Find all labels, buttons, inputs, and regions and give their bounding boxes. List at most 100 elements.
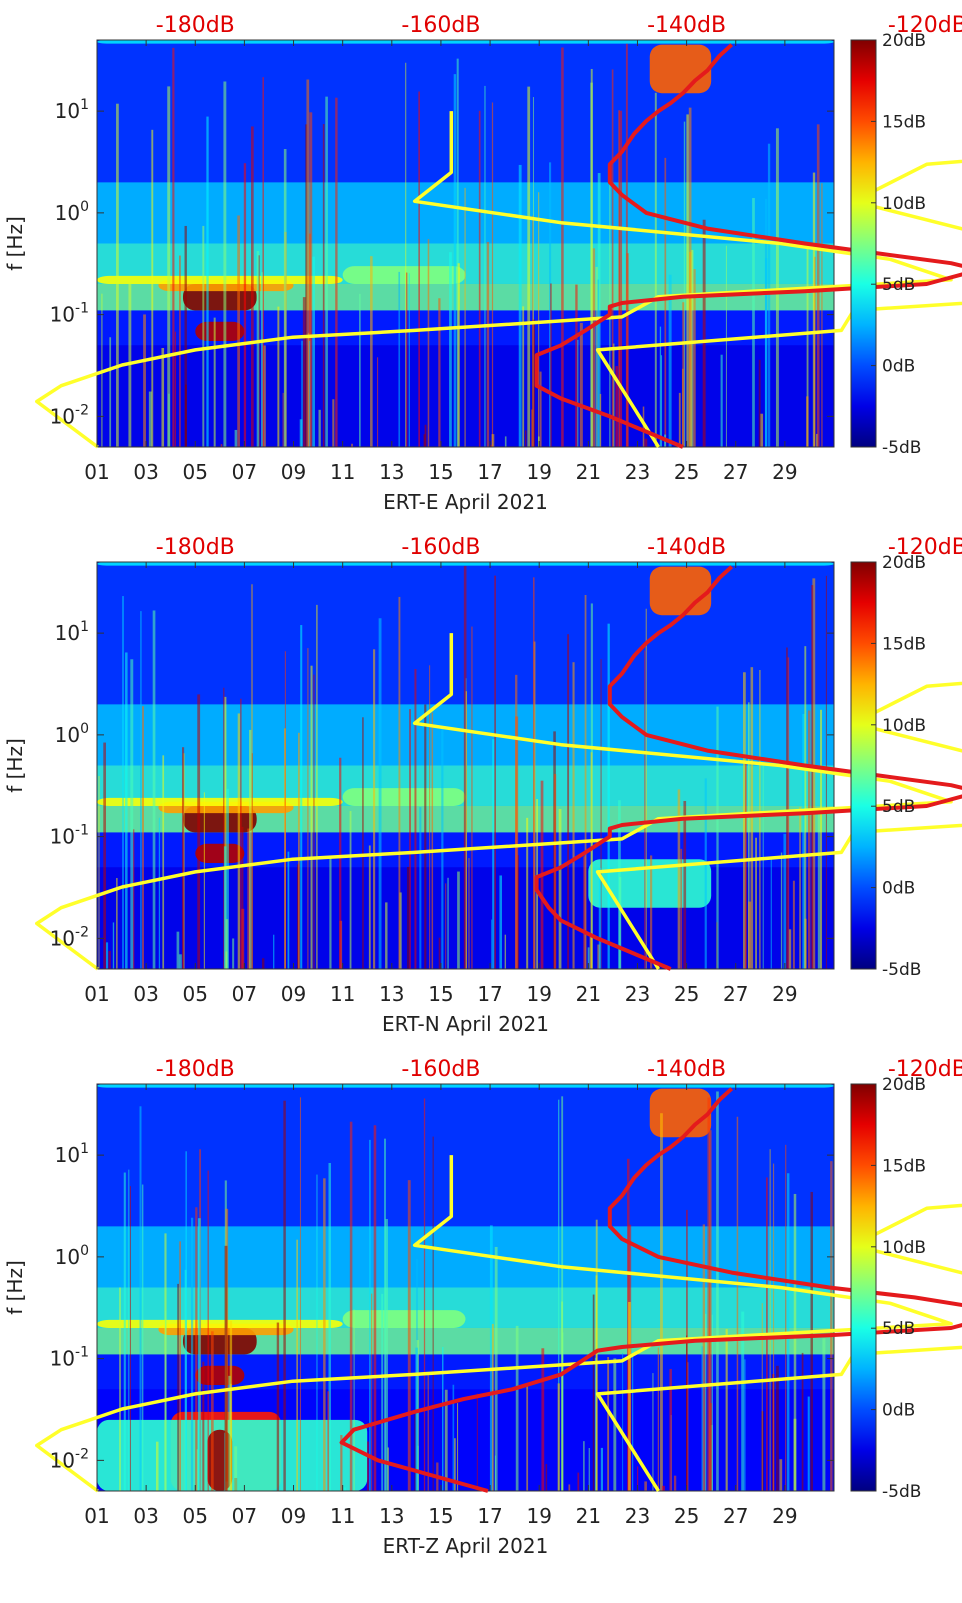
colorbar-label: -5dB <box>882 1482 921 1502</box>
y-axis-label: f [Hz] <box>3 1260 27 1315</box>
axes-frame <box>96 39 835 448</box>
top-db-label: -180dB <box>156 13 235 38</box>
top-db-label: -140dB <box>647 535 726 560</box>
x-tick-label: 07 <box>232 460 257 484</box>
noise-model-low-line <box>35 1155 953 1493</box>
x-tick-label: 03 <box>133 982 158 1006</box>
colorbar-label: 5dB <box>882 275 915 295</box>
noise-model-high-line <box>595 1203 962 1492</box>
x-tick-label: 15 <box>428 1504 453 1528</box>
x-tick-label: 11 <box>330 1504 355 1528</box>
top-db-label: -180dB <box>156 1057 235 1082</box>
top-db-label: -140dB <box>647 1057 726 1082</box>
y-tick-label: 10-2 <box>50 1446 89 1472</box>
top-db-label: -160dB <box>401 1057 480 1082</box>
y-axis-label: f [Hz] <box>3 216 27 271</box>
colorbar-label: 15dB <box>882 1156 926 1176</box>
colorbar-label: 20dB <box>882 1075 926 1095</box>
y-tick-label: 10-1 <box>50 1345 89 1371</box>
x-tick-label: 13 <box>379 1504 404 1528</box>
x-tick-label: 21 <box>576 1504 601 1528</box>
x-tick-label: 13 <box>379 460 404 484</box>
colorbar-label: 15dB <box>882 112 926 132</box>
colorbar-label: 10dB <box>882 194 926 214</box>
x-tick-label: 23 <box>625 982 650 1006</box>
x-tick-label: 01 <box>84 982 109 1006</box>
colorbar: 20dB 15dB 10dB 5dB 0dB -5dB <box>850 553 926 980</box>
noise-model-low-line <box>35 633 953 971</box>
x-axis-label: ERT-N April 2021 <box>382 1012 549 1036</box>
colorbar-label: 5dB <box>882 797 915 817</box>
colorbar-label: 0dB <box>882 1401 915 1421</box>
x-tick-label: 01 <box>84 460 109 484</box>
median-psd-line <box>339 1087 962 1493</box>
x-tick-label: 01 <box>84 1504 109 1528</box>
x-tick-label: 15 <box>428 982 453 1006</box>
panel-3: 01 03 05 07 09 11 13 15 17 19 21 23 25 27 29 10-2 10-1 10… <box>3 1057 962 1558</box>
x-tick-label: 23 <box>625 460 650 484</box>
x-tick-label: 07 <box>232 1504 257 1528</box>
spectrogram-image <box>97 1084 834 1491</box>
noise-model-high-line <box>595 681 962 970</box>
x-axis-label: ERT-E April 2021 <box>383 490 548 514</box>
panel-1: 01 03 05 07 09 11 13 15 17 19 21 23 25 27 29 10-2 10-1 10… <box>3 13 962 514</box>
x-tick-label: 15 <box>428 460 453 484</box>
x-tick-label: 27 <box>723 982 748 1006</box>
top-db-label: -160dB <box>401 535 480 560</box>
colorbar-label: -5dB <box>882 960 921 980</box>
x-tick-label: 29 <box>772 1504 797 1528</box>
top-db-label: -120dB <box>888 13 962 38</box>
x-tick-label: 03 <box>133 1504 158 1528</box>
x-tick-label: 19 <box>526 1504 551 1528</box>
noise-model-high-line <box>595 159 962 448</box>
y-tick-label: 10-2 <box>50 924 89 950</box>
x-tick-label: 09 <box>281 982 306 1006</box>
x-tick-label: 23 <box>625 1504 650 1528</box>
median-psd-line <box>534 43 962 449</box>
axes-frame <box>96 561 835 970</box>
panel-2: 01 03 05 07 09 11 13 15 17 19 21 23 25 27 29 10-2 10-1 10… <box>3 535 962 1036</box>
x-tick-label: 27 <box>723 1504 748 1528</box>
x-tick-label: 05 <box>183 460 208 484</box>
x-tick-label: 13 <box>379 982 404 1006</box>
top-db-label: -140dB <box>647 13 726 38</box>
colorbar-label: -5dB <box>882 438 921 458</box>
x-tick-label: 21 <box>576 460 601 484</box>
x-tick-label: 17 <box>477 460 502 484</box>
x-tick-label: 17 <box>477 1504 502 1528</box>
x-tick-label: 19 <box>526 982 551 1006</box>
y-axis-label: f [Hz] <box>3 738 27 793</box>
colorbar-label: 10dB <box>882 1238 926 1258</box>
x-tick-label: 25 <box>674 982 699 1006</box>
y-tick-label: 100 <box>55 721 89 747</box>
x-tick-label: 09 <box>281 1504 306 1528</box>
x-tick-label: 25 <box>674 1504 699 1528</box>
y-tick-label: 100 <box>55 199 89 225</box>
colorbar-label: 0dB <box>882 879 915 899</box>
x-tick-label: 11 <box>330 982 355 1006</box>
colorbar-label: 0dB <box>882 357 915 377</box>
y-tick-label: 101 <box>55 97 89 123</box>
spectrogram-image <box>97 40 834 448</box>
noise-model-low-line <box>35 111 953 449</box>
x-tick-label: 25 <box>674 460 699 484</box>
x-tick-label: 27 <box>723 460 748 484</box>
y-tick-label: 10-2 <box>50 402 89 428</box>
x-tick-label: 17 <box>477 982 502 1006</box>
y-tick-label: 101 <box>55 619 89 645</box>
x-tick-label: 03 <box>133 460 158 484</box>
top-db-label: -160dB <box>401 13 480 38</box>
colorbar: 20dB 15dB 10dB 5dB 0dB -5dB <box>850 31 926 458</box>
colorbar-label: 20dB <box>882 31 926 51</box>
x-tick-label: 21 <box>576 982 601 1006</box>
x-tick-label: 05 <box>183 982 208 1006</box>
y-tick-label: 10-1 <box>50 823 89 849</box>
colorbar-label: 10dB <box>882 716 926 736</box>
x-axis-label: ERT-Z April 2021 <box>383 1534 549 1558</box>
colorbar-label: 15dB <box>882 634 926 654</box>
colorbar: 20dB 15dB 10dB 5dB 0dB -5dB <box>850 1075 926 1502</box>
top-db-label: -120dB <box>888 1057 962 1082</box>
x-tick-label: 09 <box>281 460 306 484</box>
